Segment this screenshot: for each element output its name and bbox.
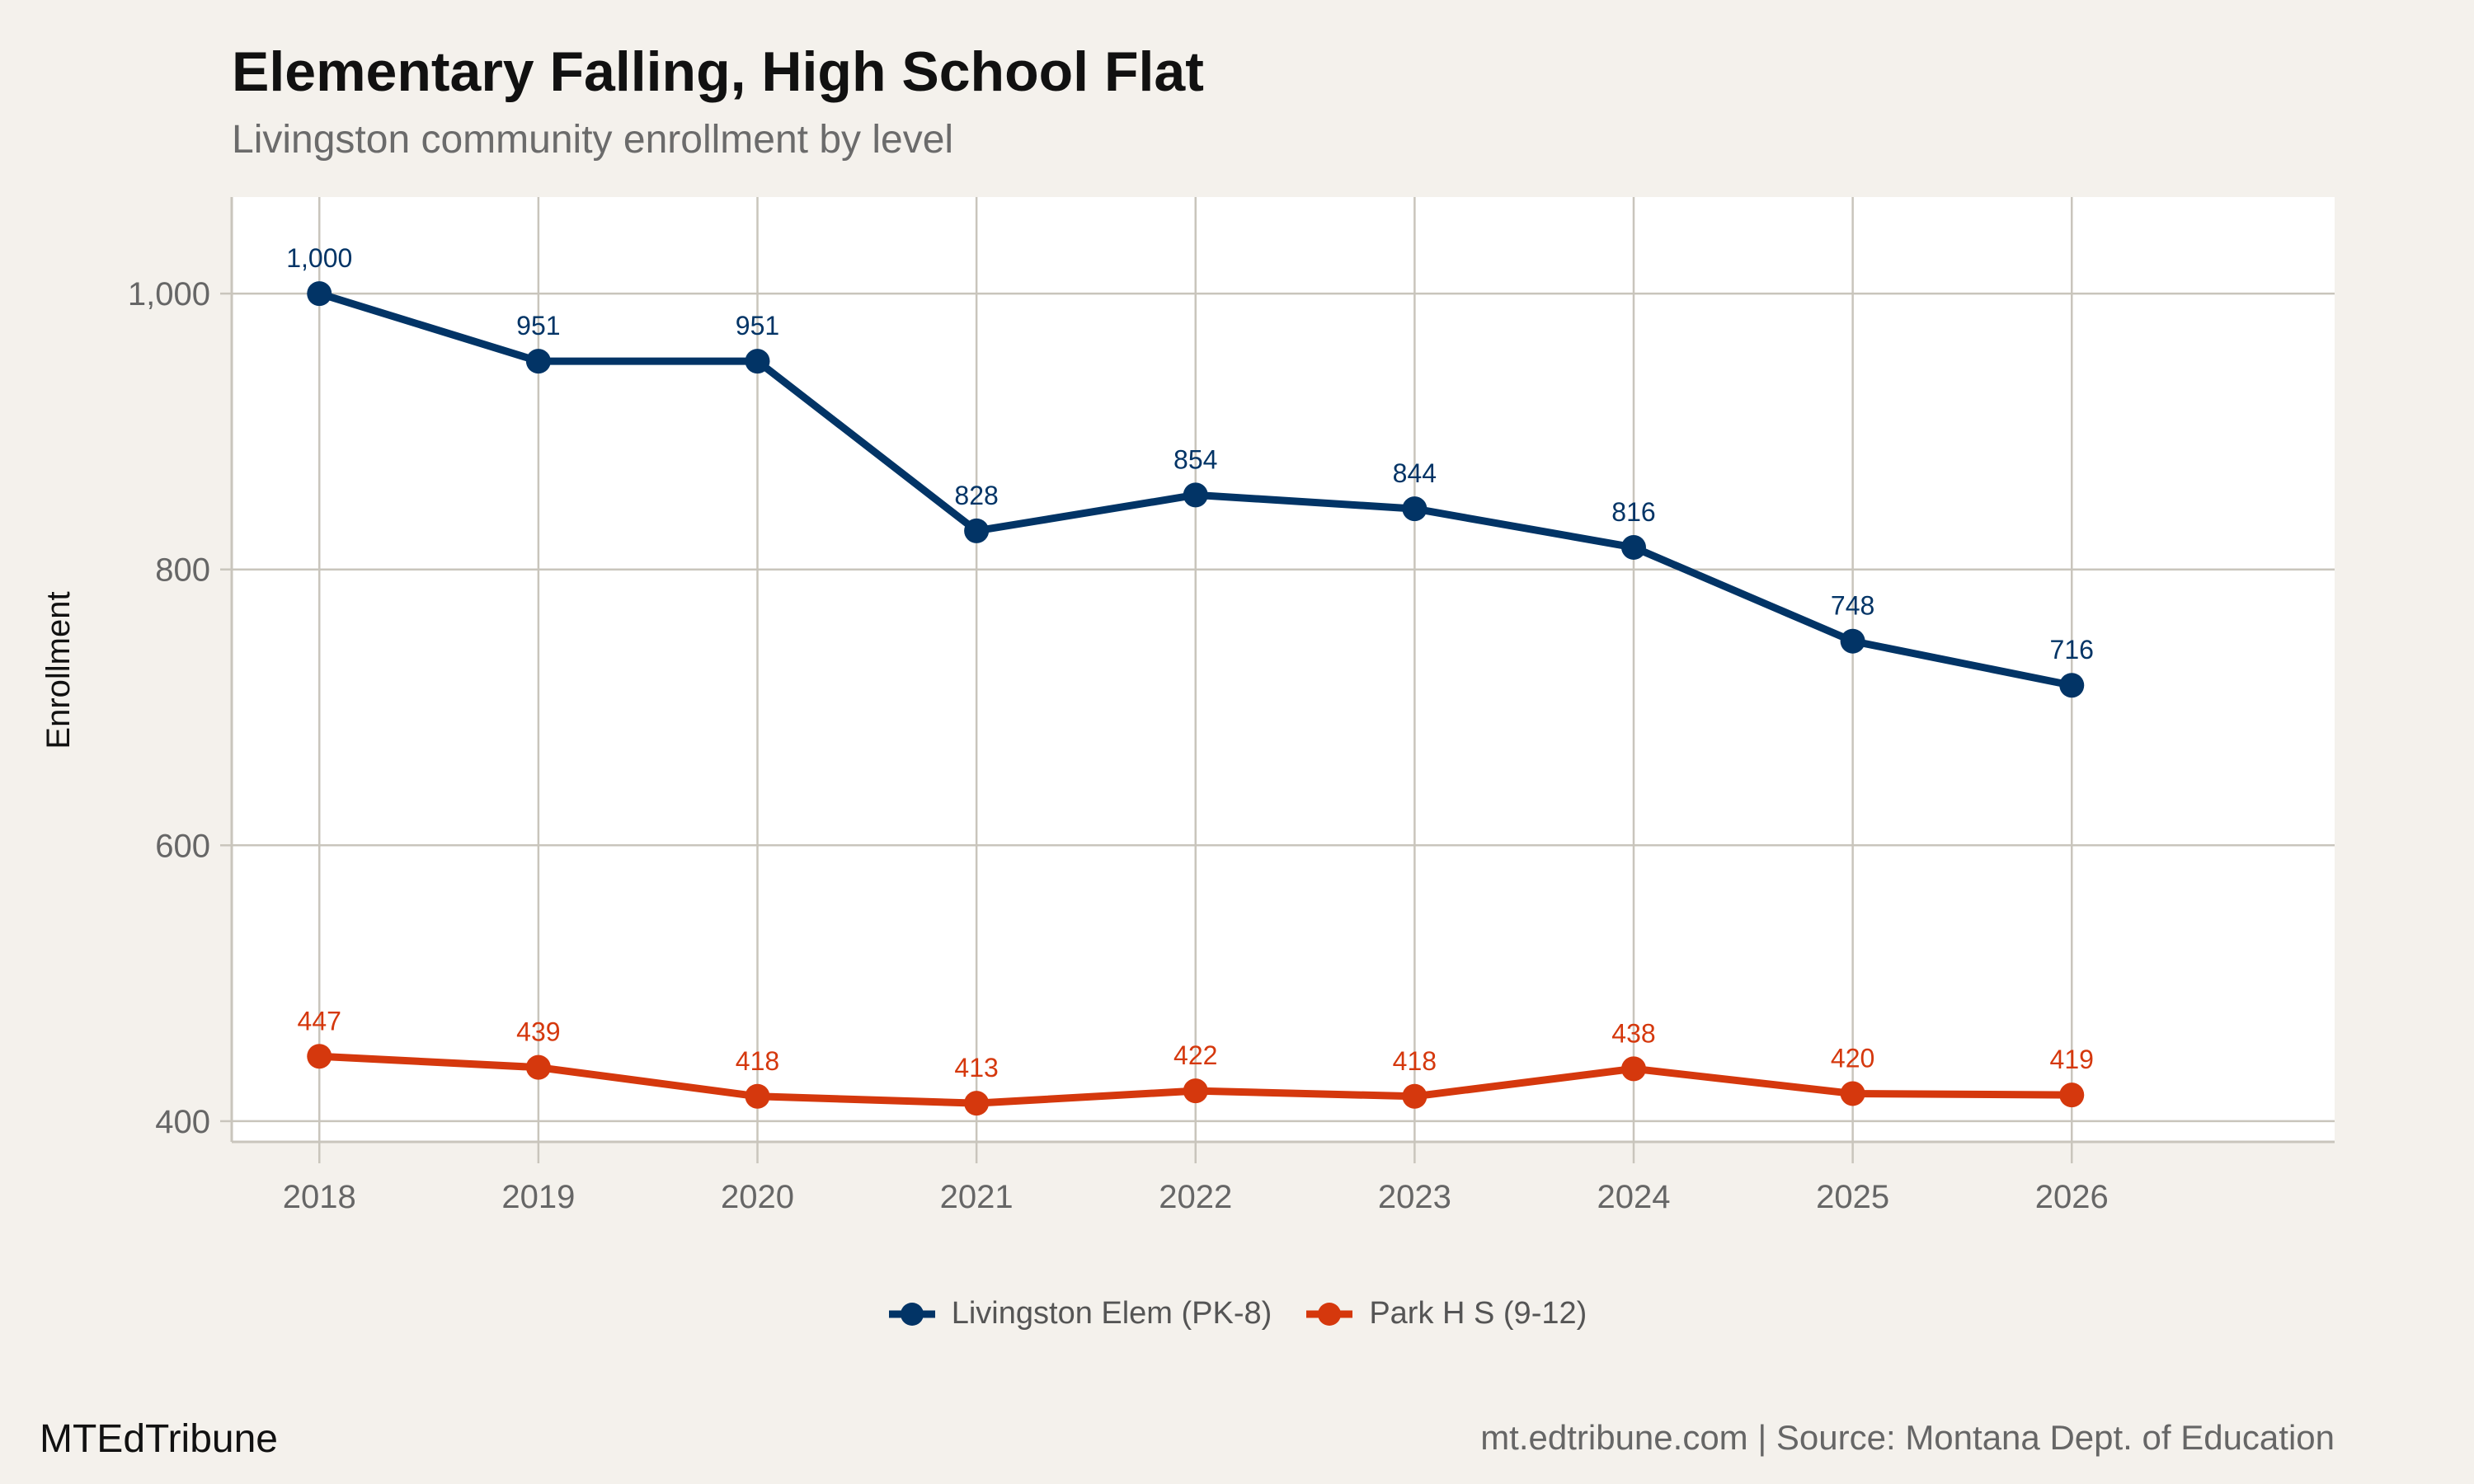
y-tick-label: 800	[155, 552, 210, 589]
y-tick-label: 1,000	[128, 276, 210, 312]
x-tick-label: 2023	[1378, 1179, 1451, 1215]
data-point	[1621, 1056, 1646, 1082]
data-label: 748	[1831, 591, 1874, 621]
data-point	[745, 1083, 770, 1109]
legend-item: Livingston Elem (PK-8)	[887, 1296, 1272, 1331]
legend-key-icon	[888, 1302, 935, 1326]
data-label: 420	[1831, 1043, 1874, 1073]
x-tick-label: 2018	[283, 1179, 356, 1215]
data-point	[964, 1091, 990, 1116]
y-tick-label: 400	[155, 1104, 210, 1140]
brand-name: MTEdTribune	[40, 1417, 278, 1461]
x-tick-label: 2021	[940, 1179, 1014, 1215]
data-label: 438	[1611, 1018, 1655, 1048]
data-label: 439	[516, 1017, 560, 1047]
data-label: 951	[516, 311, 560, 340]
legend-key-icon	[1306, 1302, 1353, 1326]
source-note: mt.edtribune.com | Source: Montana Dept.…	[1480, 1418, 2335, 1457]
data-point	[745, 349, 770, 374]
data-label: 1,000	[286, 243, 352, 273]
x-tick-label: 2022	[1159, 1179, 1232, 1215]
data-point	[307, 1044, 332, 1069]
y-tick-label: 600	[155, 828, 210, 864]
x-tick-label: 2026	[2035, 1179, 2109, 1215]
data-point	[525, 1054, 551, 1080]
data-label: 447	[298, 1006, 341, 1036]
x-tick-label: 2019	[501, 1179, 575, 1215]
data-point	[1183, 482, 1208, 508]
data-point	[1840, 1081, 1865, 1106]
data-label: 828	[954, 481, 998, 510]
data-point	[2059, 673, 2085, 698]
data-label: 816	[1611, 497, 1655, 527]
data-point	[1402, 496, 1427, 522]
data-point	[525, 349, 551, 374]
data-label: 854	[1174, 444, 1217, 474]
data-point	[307, 281, 332, 307]
data-point	[1840, 628, 1865, 654]
data-point	[1402, 1083, 1427, 1109]
legend-label: Livingston Elem (PK-8)	[951, 1296, 1272, 1331]
data-label: 419	[2050, 1045, 2094, 1074]
data-point	[1183, 1078, 1208, 1104]
data-label: 951	[736, 311, 779, 340]
legend-label: Park H S (9-12)	[1369, 1296, 1587, 1331]
x-tick-label: 2020	[721, 1179, 794, 1215]
data-label: 418	[736, 1046, 779, 1076]
data-point	[2059, 1082, 2085, 1108]
y-axis-label: Enrollment	[40, 591, 77, 749]
data-point	[1621, 534, 1646, 560]
legend: Livingston Elem (PK-8) Park H S (9-12)	[0, 1296, 2474, 1331]
data-label: 418	[1393, 1046, 1437, 1076]
data-point	[964, 518, 990, 543]
data-label: 422	[1174, 1040, 1217, 1070]
x-tick-label: 2025	[1816, 1179, 1889, 1215]
data-label: 844	[1393, 458, 1437, 488]
legend-item: Park H S (9-12)	[1305, 1296, 1587, 1331]
chart-subtitle: Livingston community enrollment by level	[232, 118, 954, 162]
x-tick-label: 2024	[1597, 1179, 1671, 1215]
data-label: 716	[2050, 635, 2094, 665]
data-label: 413	[954, 1053, 998, 1082]
chart-title: Elementary Falling, High School Flat	[232, 40, 1204, 103]
